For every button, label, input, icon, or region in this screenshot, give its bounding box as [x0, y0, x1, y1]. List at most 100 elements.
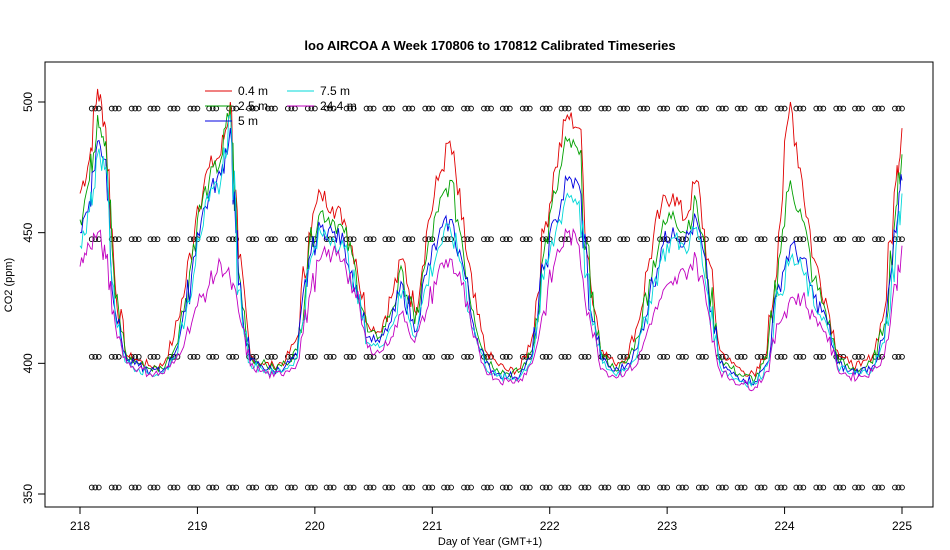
series-line	[79, 114, 903, 389]
calibration-point	[88, 484, 95, 491]
calibration-point	[543, 353, 550, 360]
calibration-point	[367, 236, 373, 243]
x-axis-label: Day of Year (GMT+1)	[438, 536, 542, 548]
calibration-point	[526, 105, 533, 112]
calibration-point	[836, 236, 843, 243]
calibration-point	[738, 484, 744, 491]
calibration-point	[135, 353, 142, 360]
calibration-point	[327, 353, 333, 360]
calibration-point	[187, 353, 194, 360]
calibration-point	[292, 484, 298, 491]
calibration-point	[793, 236, 800, 243]
calibration-point	[88, 236, 95, 243]
calibration-point	[246, 484, 252, 491]
calibration-point	[292, 105, 298, 112]
calibration-point	[523, 236, 530, 243]
calibration-point	[781, 484, 788, 491]
calibration-point	[272, 353, 278, 360]
calibration-point	[523, 353, 530, 360]
calibration-point	[699, 353, 706, 360]
calibration-point	[112, 484, 119, 491]
calibration-point	[582, 105, 588, 112]
calibration-point	[481, 236, 487, 243]
calibration-point	[468, 236, 474, 243]
calibration-point	[194, 484, 201, 491]
calibration-point	[154, 105, 161, 112]
calibration-point	[741, 353, 748, 360]
calibration-point	[703, 484, 709, 491]
calibration-point	[187, 105, 194, 112]
calibration-point	[422, 484, 429, 491]
calibration-point	[265, 236, 271, 243]
calibration-point	[115, 353, 122, 360]
calibration-point	[565, 484, 572, 491]
calibration-point	[582, 353, 588, 360]
calibration-point	[657, 105, 663, 112]
calibration-point	[272, 105, 278, 112]
calibration-point	[620, 484, 627, 491]
calibration-point	[875, 236, 882, 243]
calibration-point	[683, 105, 689, 112]
calibration-point	[679, 353, 686, 360]
calibration-point	[429, 353, 436, 360]
calibration-point	[115, 484, 122, 491]
calibration-point	[108, 105, 115, 112]
calibration-point	[800, 484, 807, 491]
plot-frame	[44, 61, 934, 508]
calibration-point	[268, 484, 275, 491]
calibration-point	[754, 484, 761, 491]
calibration-point	[441, 236, 447, 243]
calibration-point	[308, 353, 315, 360]
calibration-point	[715, 236, 722, 243]
calibration-point	[174, 484, 181, 491]
calibration-point	[135, 484, 142, 491]
calibration-point	[385, 353, 392, 360]
calibration-point	[820, 236, 827, 243]
calibration-point	[875, 484, 882, 491]
calibration-point	[754, 105, 761, 112]
calibration-point	[422, 105, 429, 112]
calibration-point	[644, 353, 651, 360]
calibration-point	[171, 105, 177, 112]
calibration-point	[323, 484, 330, 491]
calibration-point	[664, 353, 670, 360]
calibration-point	[781, 353, 788, 360]
calibration-point	[605, 236, 612, 243]
calibration-point	[781, 105, 788, 112]
calibration-point	[363, 105, 370, 112]
calibration-point	[304, 484, 311, 491]
calibration-point	[813, 236, 820, 243]
calibration-point	[715, 484, 722, 491]
calibration-point	[385, 105, 392, 112]
calibration-point	[347, 353, 353, 360]
calibration-point	[389, 105, 396, 112]
calibration-point	[637, 236, 643, 243]
calibration-point	[108, 353, 115, 360]
calibration-point	[147, 236, 154, 243]
calibration-point	[481, 484, 487, 491]
calibration-point	[464, 105, 471, 112]
calibration-point	[382, 353, 389, 360]
calibration-point	[253, 105, 259, 112]
calibration-point	[539, 105, 546, 112]
calibration-point	[758, 105, 764, 112]
calibration-point	[350, 353, 357, 360]
calibration-point	[405, 353, 412, 360]
x-tick-label: 222	[540, 519, 560, 533]
calibration-point	[796, 353, 803, 360]
x-tick-label: 220	[305, 519, 325, 533]
calibration-point	[92, 353, 99, 360]
calibration-point	[872, 236, 878, 243]
calibration-point	[519, 236, 526, 243]
calibration-point	[312, 484, 318, 491]
calibration-point	[292, 236, 298, 243]
calibration-point	[448, 484, 454, 491]
calibration-point	[206, 484, 213, 491]
calibration-point	[249, 236, 256, 243]
calibration-point	[840, 236, 847, 243]
calibration-point	[444, 353, 451, 360]
calibration-point	[272, 484, 278, 491]
calibration-point	[249, 105, 256, 112]
calibration-point	[892, 105, 898, 112]
calibration-point	[899, 105, 905, 112]
